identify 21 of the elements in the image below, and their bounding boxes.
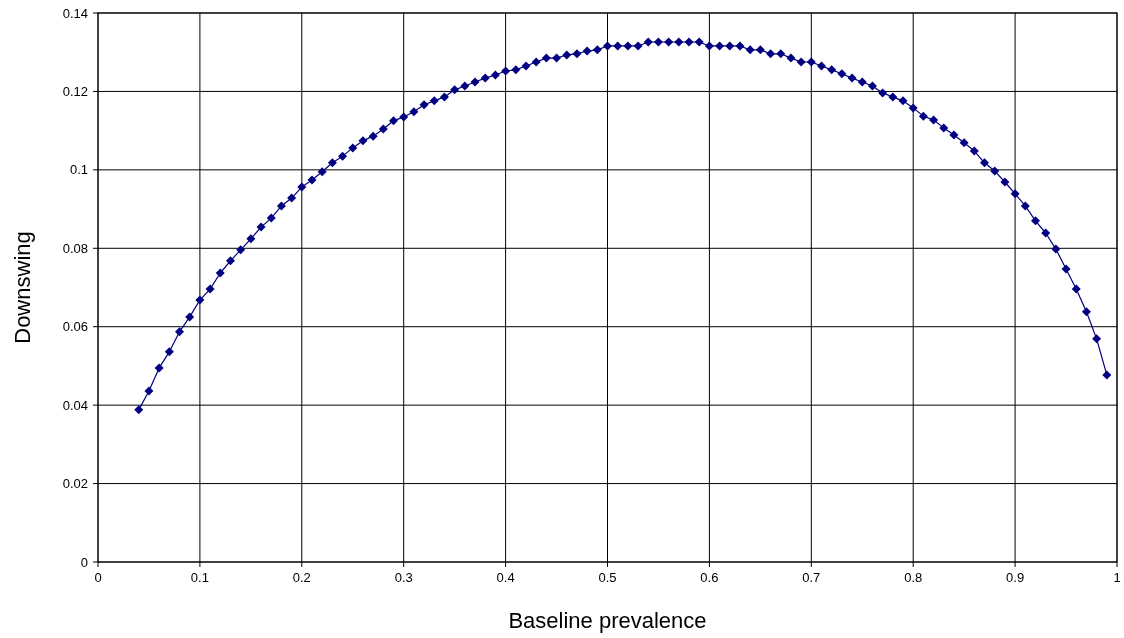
y-axis-title: Downswing (10, 231, 35, 344)
x-tick-label: 0.9 (1006, 570, 1025, 585)
y-tick-label: 0.14 (62, 5, 88, 21)
x-tick-label: 0.5 (598, 570, 617, 585)
x-axis-title: Baseline prevalence (508, 608, 707, 633)
y-tick-label: 0.08 (62, 240, 88, 256)
x-tick-label: 0 (94, 570, 102, 585)
y-tick-label: 0.04 (62, 397, 88, 413)
y-tick-label: 0.1 (69, 162, 88, 178)
y-tick-label: 0.02 (62, 476, 88, 492)
x-tick-label: 0.6 (700, 570, 719, 585)
x-tick-label: 0.3 (394, 570, 413, 585)
x-tick-label: 1 (1113, 570, 1121, 585)
x-tick-label: 0.1 (190, 570, 209, 585)
x-tick-label: 0.2 (292, 570, 311, 585)
y-tick-label: 0 (80, 554, 88, 570)
x-tick-label: 0.8 (904, 570, 923, 585)
y-tick-label: 0.12 (62, 83, 88, 99)
x-tick-label: 0.4 (496, 570, 515, 585)
x-tick-label: 0.7 (802, 570, 821, 585)
y-tick-label: 0.06 (62, 319, 88, 335)
